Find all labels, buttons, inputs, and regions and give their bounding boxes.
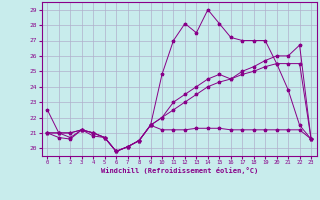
X-axis label: Windchill (Refroidissement éolien,°C): Windchill (Refroidissement éolien,°C) [100, 167, 258, 174]
